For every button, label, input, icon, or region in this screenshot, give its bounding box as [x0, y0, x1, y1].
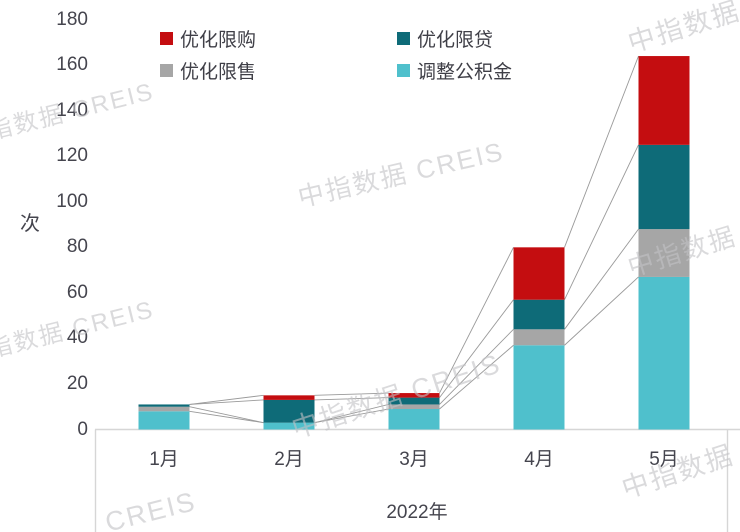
y-tick-label-60: 60	[66, 281, 88, 303]
x-tick-label-2月: 2月	[274, 449, 304, 470]
y-tick-label-120: 120	[56, 145, 88, 167]
y-tick-label-140: 140	[56, 99, 88, 121]
bar-segment-5月-优化限售	[638, 229, 690, 277]
y-tick-label-80: 80	[66, 236, 88, 258]
bar-segment-4月-优化限售	[513, 329, 565, 346]
bar-segment-4月-调整公积金	[513, 345, 565, 430]
series-line	[564, 276, 639, 346]
bar-segment-4月-优化限贷	[513, 299, 565, 330]
bar-segment-5月-调整公积金	[638, 276, 690, 430]
bar-segment-1月-调整公积金	[138, 411, 190, 430]
series-line	[439, 299, 514, 398]
x-axis-title: 2022年	[386, 502, 448, 523]
x-tick-label-1月: 1月	[149, 449, 179, 470]
series-line	[314, 404, 389, 424]
y-tick-label-100: 100	[56, 190, 88, 212]
x-tick-label-3月: 3月	[399, 449, 429, 470]
series-line	[314, 392, 389, 396]
bar-segment-5月-优化限购	[638, 56, 690, 145]
x-tick-label-5月: 5月	[649, 449, 679, 470]
bar-segment-5月-优化限贷	[638, 144, 690, 230]
bar-segment-2月-优化限贷	[263, 399, 315, 423]
legend-swatch-red	[160, 32, 173, 45]
y-tick-label-40: 40	[66, 327, 88, 349]
series-line	[189, 399, 264, 405]
legend-swatch-cyan	[397, 64, 410, 77]
legend-item-xiandai: 优化限贷	[397, 25, 493, 52]
series-line	[564, 228, 639, 330]
y-tick-label-20: 20	[66, 372, 88, 394]
bar-segment-1月-优化限售	[138, 406, 190, 412]
legend-swatch-teal	[397, 32, 410, 45]
y-tick-label-0: 0	[77, 418, 88, 440]
legend-item-xianshou: 优化限售	[160, 57, 256, 84]
legend-item-gongjijin: 调整公积金	[397, 57, 512, 84]
series-line	[564, 144, 639, 300]
y-axis-title: 次	[20, 213, 40, 235]
x-tick-label-4月: 4月	[524, 449, 554, 470]
legend-swatch-gray	[160, 64, 173, 77]
legend-label: 优化限购	[180, 30, 257, 51]
bar-segment-3月-优化限售	[388, 404, 440, 410]
bar-segment-4月-优化限购	[513, 247, 565, 300]
legend-item-xiangou: 优化限购	[160, 25, 256, 52]
series-line	[189, 410, 264, 424]
legend-label: 优化限贷	[417, 30, 494, 51]
bar-segment-2月-调整公积金	[263, 422, 315, 430]
series-line	[564, 55, 639, 248]
series-line	[314, 408, 389, 424]
legend-label: 调整公积金	[417, 62, 513, 83]
bar-segment-3月-优化限购	[388, 393, 440, 398]
series-line	[189, 394, 264, 405]
bar-segment-3月-调整公积金	[388, 409, 440, 430]
legend-label: 优化限售	[180, 62, 257, 83]
series-line	[439, 328, 514, 405]
series-line	[439, 247, 514, 394]
bar-segment-1月-优化限贷	[138, 404, 190, 407]
bar-segment-2月-优化限购	[263, 395, 315, 400]
y-tick-label-180: 180	[56, 8, 88, 30]
bar-segment-3月-优化限贷	[388, 397, 440, 405]
series-line	[189, 406, 264, 424]
series-line	[439, 344, 514, 410]
series-line	[314, 397, 389, 401]
y-tick-label-160: 160	[56, 54, 88, 76]
